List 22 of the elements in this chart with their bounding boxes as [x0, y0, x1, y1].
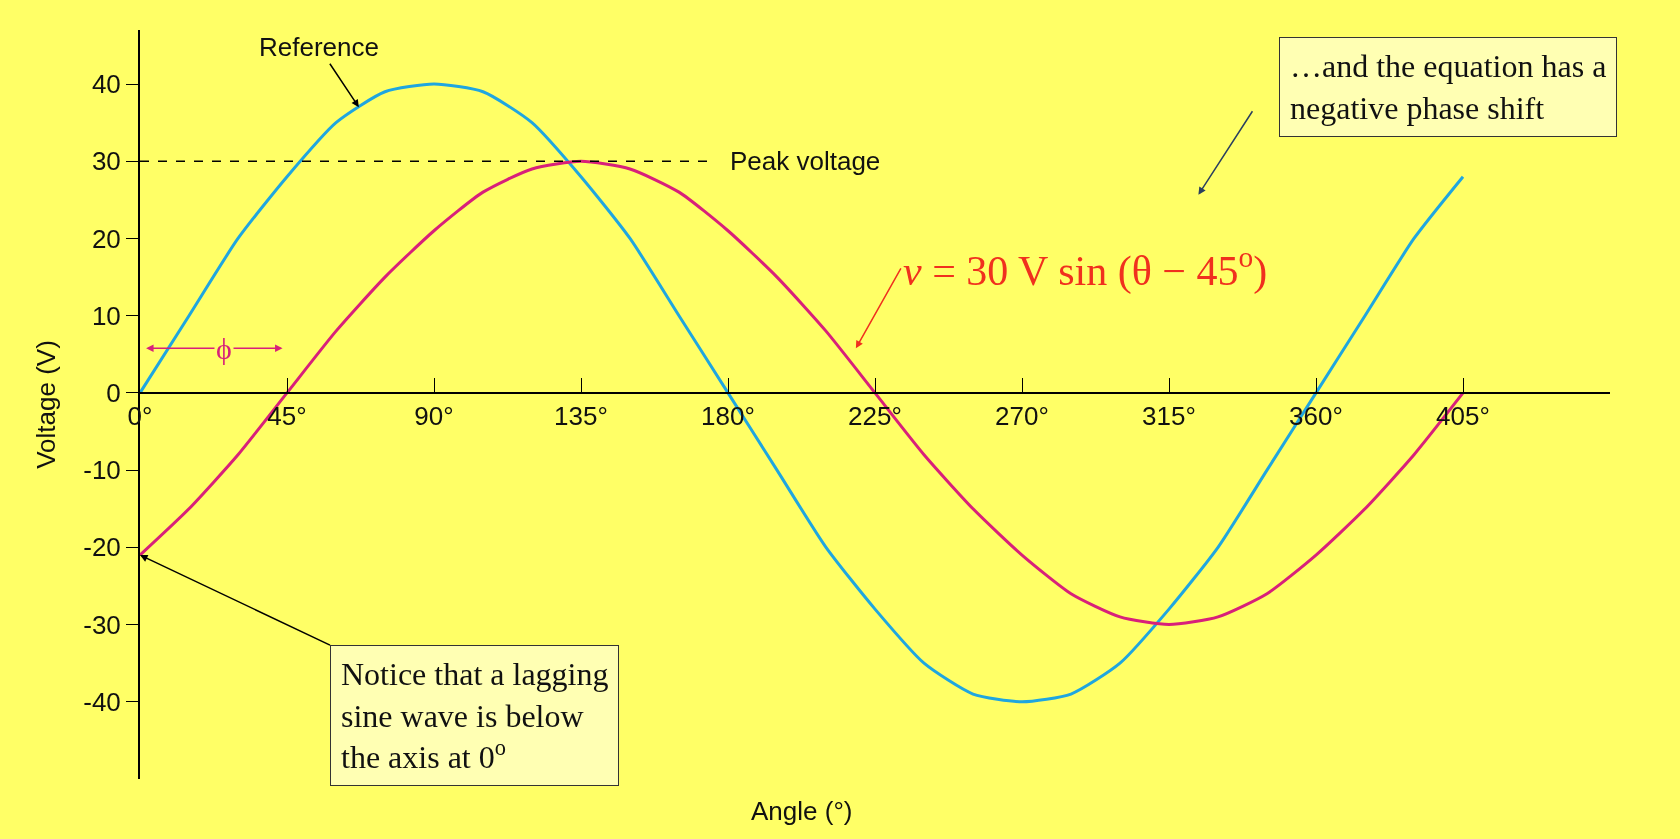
y-tick-label: 40 — [91, 69, 121, 100]
x-tick-label: 270° — [995, 401, 1049, 432]
y-tick-label: -20 — [83, 532, 121, 563]
x-tick-label: 45° — [267, 401, 307, 432]
y-axis-title: Voltage (V) — [31, 340, 62, 469]
y-tick-label: -40 — [83, 686, 121, 717]
x-tick-label: 90° — [414, 401, 454, 432]
y-tick-label: -30 — [83, 609, 121, 640]
annotation: v = 30 V sin (θ − 45$^{o}$) — [903, 241, 1268, 295]
x-axis-title: Angle (°) — [751, 796, 853, 826]
y-tick-label: 20 — [91, 223, 121, 254]
y-tick-label: 30 — [91, 146, 121, 177]
annotation: Reference — [259, 32, 379, 62]
x-tick-label: 135° — [554, 401, 608, 432]
annotation: …and the equation has a negative phase shift — [1290, 48, 1607, 126]
y-tick-label: -10 — [83, 455, 121, 486]
annotation: Notice that a lagging sine wave is below the axis at 0$^{o}$ — [341, 656, 609, 776]
x-tick-label: 315° — [1142, 401, 1196, 432]
y-tick-label: 0 — [106, 378, 121, 409]
y-tick-label: 10 — [91, 300, 121, 331]
annotation: ϕ — [216, 332, 232, 365]
ref-line-label: Peak voltage — [730, 146, 881, 176]
